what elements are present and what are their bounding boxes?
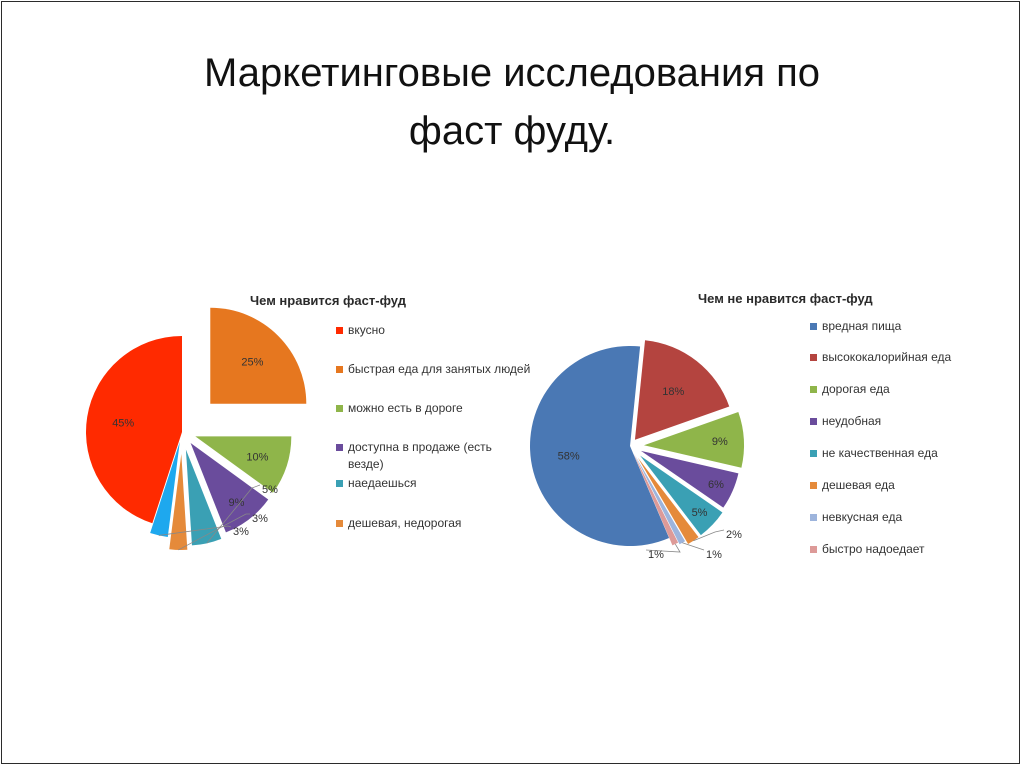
chart-1-legend-label-1: быстрая еда для занятых людей xyxy=(348,362,530,376)
chart-2-value-label-1: 18% xyxy=(662,386,684,398)
chart-2-leader-5 xyxy=(693,529,725,542)
chart-1-slice-2 xyxy=(195,436,292,493)
chart-2-leader-6 xyxy=(682,542,705,551)
chart-1-legend-label-3-1: везде) xyxy=(348,457,384,471)
chart-2-slice-6 xyxy=(634,454,686,545)
chart-1-legend-swatch-5 xyxy=(336,520,343,527)
chart-1-slice-0 xyxy=(85,336,182,524)
chart-1-legend-swatch-3 xyxy=(336,444,343,451)
chart-2-legend-swatch-5 xyxy=(810,482,817,489)
chart-1-legend-swatch-4 xyxy=(336,480,343,487)
chart-1-legend-label-2: можно есть в дороге xyxy=(348,401,463,415)
chart-2-leader-7 xyxy=(645,543,681,553)
pie-chart-dislikes: 58% 18% 9% 6% 5% 2% 1% 1% вредная пища высококало… xyxy=(529,319,951,561)
chart-2-slice-3 xyxy=(640,450,739,508)
chart-2-legend-label-6: невкусная еда xyxy=(822,510,902,524)
chart-1-legend-swatch-0 xyxy=(336,327,343,334)
chart-2-legend-label-5: дешевая еда xyxy=(822,478,895,492)
chart-1-slice-3 xyxy=(190,443,269,533)
chart-2-slice-5 xyxy=(637,457,699,545)
chart-1-value-label-5: 3% xyxy=(252,513,268,525)
chart-2-value-label-7: 1% xyxy=(648,549,664,561)
chart-1-value-label-6: 3% xyxy=(233,526,249,538)
chart-2-legend-label-0: вредная пища xyxy=(822,319,902,333)
chart-1-legend-label-4: наедаешься xyxy=(348,476,416,490)
pie-chart-likes: 45% 25% 10% 9% 5% 3%3% вкусно быстрая еда для з… xyxy=(85,307,530,551)
chart-1-title: Чем нравится фаст-фуд xyxy=(250,293,407,308)
chart-1-slice-5 xyxy=(169,453,188,550)
chart-2-value-label-6: 1% xyxy=(706,549,722,561)
chart-2-slice-0 xyxy=(529,346,670,546)
chart-2-legend-swatch-4 xyxy=(810,450,817,457)
chart-2-slice-7 xyxy=(633,453,679,546)
chart-1-slice-6 xyxy=(150,441,180,538)
chart-2-legend-label-1: высококалорийная еда xyxy=(822,350,951,364)
chart-1-slice-1 xyxy=(210,307,307,404)
chart-2-legend-swatch-2 xyxy=(810,386,817,393)
chart-1-leader-4 xyxy=(206,484,261,544)
chart-1-value-label-3: 9% xyxy=(229,497,245,509)
chart-2-legend-label-4: не качественная еда xyxy=(822,446,938,460)
chart-1-legend-label-3-0: доступна в продаже (есть xyxy=(348,440,492,454)
chart-2-title: Чем не нравится фаст-фуд xyxy=(698,291,873,306)
chart-2-value-label-4: 5% xyxy=(692,507,708,519)
chart-2-legend-swatch-1 xyxy=(810,354,817,361)
chart-1-leader-5 xyxy=(178,513,250,551)
chart-1-legend-label-5: дешевая, недорогая xyxy=(348,516,461,530)
chart-1-legend-label-0: вкусно xyxy=(348,323,385,337)
chart-2-value-label-0: 58% xyxy=(558,450,580,462)
chart-2-slice-1 xyxy=(634,340,730,440)
chart-1-slice-4 xyxy=(185,449,222,546)
chart-2-value-label-5: 2% xyxy=(726,529,742,541)
chart-2-legend-swatch-3 xyxy=(810,418,817,425)
chart-2-legend-label-2: дорогая еда xyxy=(822,382,890,396)
slide-title: Маркетинговые исследования по фаст фуду. xyxy=(0,44,1024,160)
chart-1-value-label-2: 10% xyxy=(246,451,268,463)
chart-2-slice-4 xyxy=(640,455,723,536)
chart-2-legend-swatch-6 xyxy=(810,514,817,521)
chart-2-value-label-2: 9% xyxy=(712,436,728,448)
chart-1-legend-swatch-2 xyxy=(336,405,343,412)
chart-1-legend-swatch-1 xyxy=(336,366,343,373)
chart-1-leader-6 xyxy=(158,525,232,536)
chart-2-legend-swatch-7 xyxy=(810,546,817,553)
slide-title-line-2: фаст фуду. xyxy=(408,109,616,153)
chart-1-value-label-0: 45% xyxy=(112,418,134,430)
chart-2-legend-label-3: неудобная xyxy=(822,414,881,428)
chart-2-value-label-3: 6% xyxy=(708,479,724,491)
chart-2-legend-swatch-0 xyxy=(810,323,817,330)
slide-title-line-1: Маркетинговые исследования по xyxy=(204,51,820,95)
chart-2-slice-2 xyxy=(643,412,744,468)
chart-2-legend-label-7: быстро надоедает xyxy=(822,542,925,556)
chart-1-value-label-4: 5% xyxy=(262,484,278,496)
chart-1-value-label-1: 25% xyxy=(241,357,263,369)
